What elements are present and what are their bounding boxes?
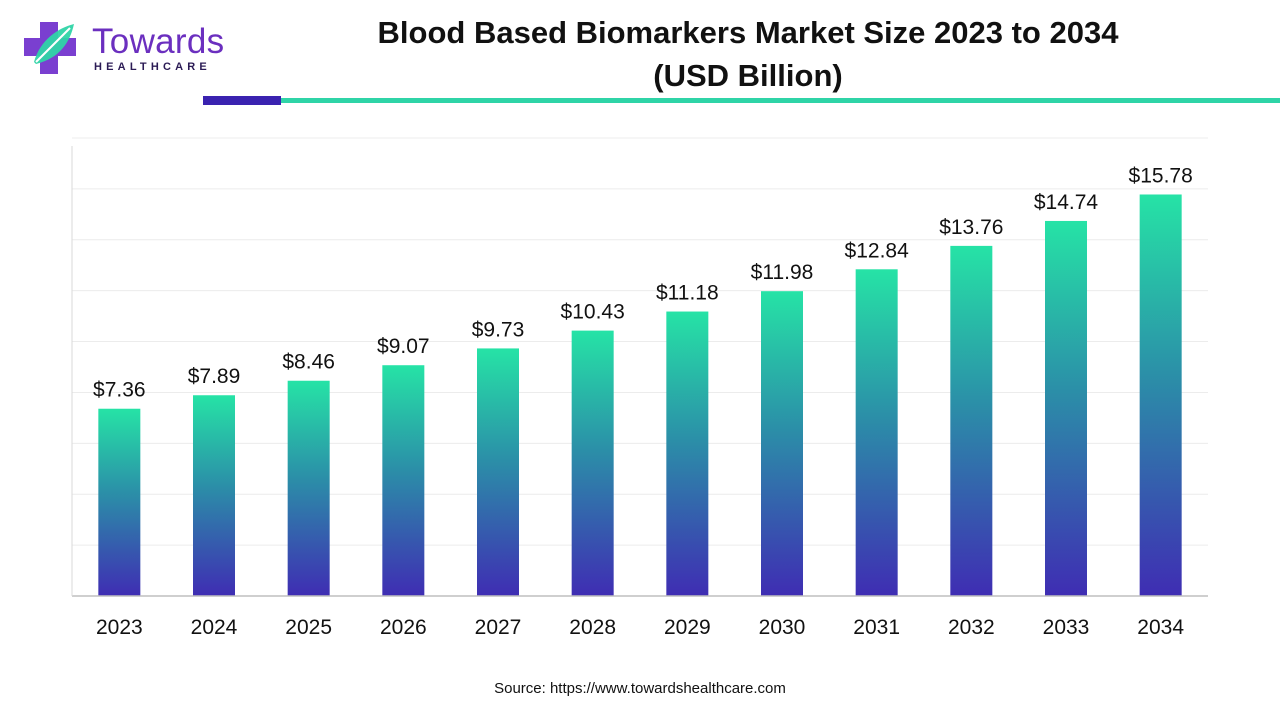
source-note: Source: https://www.towardshealthcare.co… [494,680,786,697]
chart-subtitle: (USD Billion) [653,58,843,93]
x-tick-label-2031: 2031 [853,616,900,639]
x-tick-label-2033: 2033 [1043,616,1090,639]
bar-2030 [761,291,803,596]
x-tick-label-2032: 2032 [948,616,995,639]
x-tick-label-2025: 2025 [285,616,332,639]
bars [98,194,1182,596]
medical-cross-leaf-icon [24,22,76,74]
x-tick-label-2023: 2023 [96,616,143,639]
x-tick-label-2028: 2028 [569,616,616,639]
x-tick-label-2030: 2030 [759,616,806,639]
x-tick-label-2026: 2026 [380,616,427,639]
value-label-2030: $11.98 [751,261,814,284]
bar-2028 [571,330,614,596]
accent-rule-purple [203,96,281,105]
bar-2029 [666,311,709,596]
bar-2033 [1045,220,1087,596]
x-tick-label-2029: 2029 [664,616,711,639]
x-tick-label-2024: 2024 [191,616,238,639]
value-label-2026: $9.07 [377,335,430,358]
value-label-2025: $8.46 [282,351,335,374]
value-label-2027: $9.73 [472,318,525,341]
bar-2031 [855,269,898,596]
value-label-2033: $14.74 [1034,191,1099,214]
x-tick-labels: 2023 2024 2025 2026 2027 2028 2029 2030 2031 2032… [96,616,1184,639]
gridlines [72,137,1208,546]
bar-2027 [477,348,519,596]
x-tick-label-2034: 2034 [1137,616,1184,639]
accent-rule-teal [281,98,1280,103]
towards-healthcare-logo: Towards HEALTHCARE [20,18,240,82]
value-label-2029: $11.18 [656,282,719,305]
logo-wordmark: Towards [92,22,225,61]
value-label-2032: $13.76 [939,216,1003,239]
bar-2032 [950,245,993,596]
value-label-2024: $7.89 [188,365,241,388]
bar-2034 [1139,194,1182,596]
bar-2023 [98,408,141,596]
value-label-2028: $10.43 [561,301,625,324]
logo-subtitle: HEALTHCARE [94,61,211,73]
value-label-2023: $7.36 [93,379,146,402]
value-label-2031: $12.84 [845,239,910,262]
bar-2026 [382,365,425,596]
value-labels: $7.36 $7.89 $8.46 $9.07 $9.73 $10.43 $11.18 $11… [93,164,1193,401]
bar-2024 [193,395,235,596]
x-tick-label-2027: 2027 [475,616,522,639]
chart-title: Blood Based Biomarkers Market Size 2023 … [377,15,1119,50]
bar-2025 [287,380,330,596]
value-label-2034: $15.78 [1129,164,1193,187]
